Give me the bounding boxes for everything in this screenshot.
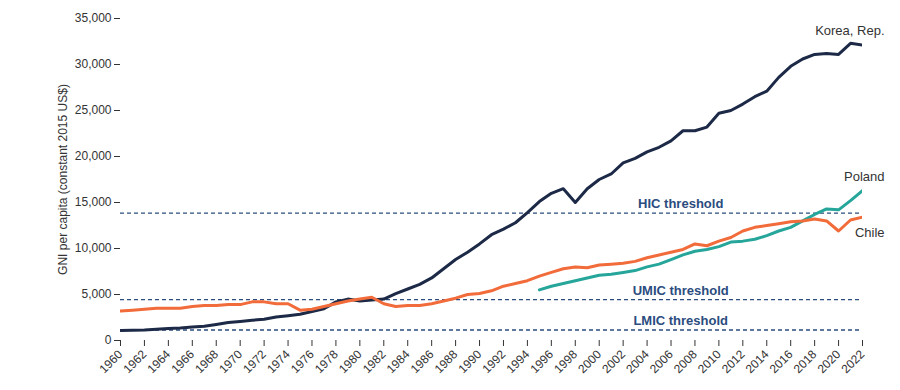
- svg-text:2002: 2002: [599, 347, 628, 376]
- svg-text:1964: 1964: [144, 347, 173, 376]
- svg-text:2008: 2008: [671, 347, 700, 376]
- svg-text:1984: 1984: [384, 347, 413, 376]
- svg-text:2010: 2010: [695, 347, 724, 376]
- svg-text:1974: 1974: [264, 347, 293, 376]
- svg-text:10,000: 10,000: [75, 241, 112, 255]
- svg-text:35,000: 35,000: [75, 11, 112, 25]
- svg-text:2006: 2006: [647, 347, 676, 376]
- svg-text:1988: 1988: [432, 347, 461, 376]
- svg-text:1990: 1990: [456, 347, 485, 376]
- svg-text:1960: 1960: [97, 347, 126, 376]
- svg-text:2016: 2016: [767, 347, 796, 376]
- svg-text:1968: 1968: [192, 347, 221, 376]
- svg-text:0: 0: [105, 333, 112, 347]
- svg-text:2022: 2022: [839, 347, 868, 376]
- svg-text:2014: 2014: [743, 347, 772, 376]
- svg-text:1962: 1962: [120, 347, 149, 376]
- svg-text:GNI per capita (constant 2015: GNI per capita (constant 2015 US$): [56, 84, 70, 275]
- svg-text:1992: 1992: [480, 347, 509, 376]
- svg-text:HIC threshold: HIC threshold: [638, 196, 723, 211]
- svg-text:1966: 1966: [168, 347, 197, 376]
- svg-text:15,000: 15,000: [75, 195, 112, 209]
- svg-text:2004: 2004: [623, 347, 652, 376]
- svg-text:LMIC threshold: LMIC threshold: [633, 313, 728, 328]
- svg-text:1972: 1972: [240, 347, 269, 376]
- svg-text:1998: 1998: [551, 347, 580, 376]
- svg-text:Poland: Poland: [844, 169, 884, 184]
- svg-text:UMIC threshold: UMIC threshold: [633, 283, 729, 298]
- svg-text:1970: 1970: [216, 347, 245, 376]
- svg-text:1976: 1976: [288, 347, 317, 376]
- svg-text:1980: 1980: [336, 347, 365, 376]
- svg-text:5,000: 5,000: [81, 287, 111, 301]
- svg-text:1978: 1978: [312, 347, 341, 376]
- svg-text:1982: 1982: [360, 347, 389, 376]
- svg-text:30,000: 30,000: [75, 57, 112, 71]
- svg-text:2012: 2012: [719, 347, 748, 376]
- svg-text:1994: 1994: [503, 347, 532, 376]
- svg-text:1996: 1996: [527, 347, 556, 376]
- svg-text:Chile: Chile: [855, 225, 885, 240]
- svg-text:2020: 2020: [815, 347, 844, 376]
- svg-text:1986: 1986: [408, 347, 437, 376]
- svg-text:2000: 2000: [575, 347, 604, 376]
- svg-text:Korea, Rep.: Korea, Rep.: [815, 23, 884, 38]
- svg-text:25,000: 25,000: [75, 103, 112, 117]
- svg-text:2018: 2018: [791, 347, 820, 376]
- svg-text:20,000: 20,000: [75, 149, 112, 163]
